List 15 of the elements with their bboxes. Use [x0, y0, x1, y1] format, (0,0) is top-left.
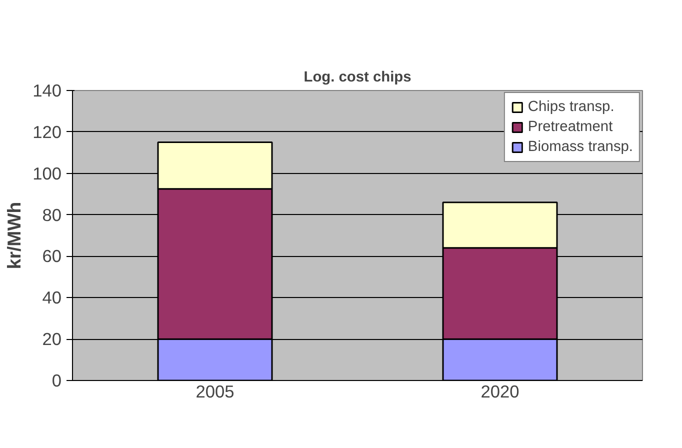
legend-label: Biomass transp.	[528, 139, 633, 155]
x-tick-label: 2020	[480, 382, 520, 402]
y-axis-title: kr/MWh	[4, 202, 25, 270]
legend-label: Pretreatment	[528, 119, 613, 135]
y-tick-label: 120	[32, 122, 62, 142]
y-tick-label: 140	[32, 80, 62, 100]
chart-title: Log. cost chips	[304, 70, 412, 86]
y-tick-label: 100	[32, 163, 62, 184]
y-tick-label: 60	[42, 246, 62, 266]
y-tick-label: 40	[42, 288, 62, 308]
x-tick-label: 2005	[196, 382, 234, 402]
y-tick-label: 80	[42, 204, 62, 225]
y-tick-label: 0	[52, 370, 62, 390]
y-tick-label: 20	[42, 329, 62, 350]
legend-label: Chips transp.	[528, 99, 614, 115]
